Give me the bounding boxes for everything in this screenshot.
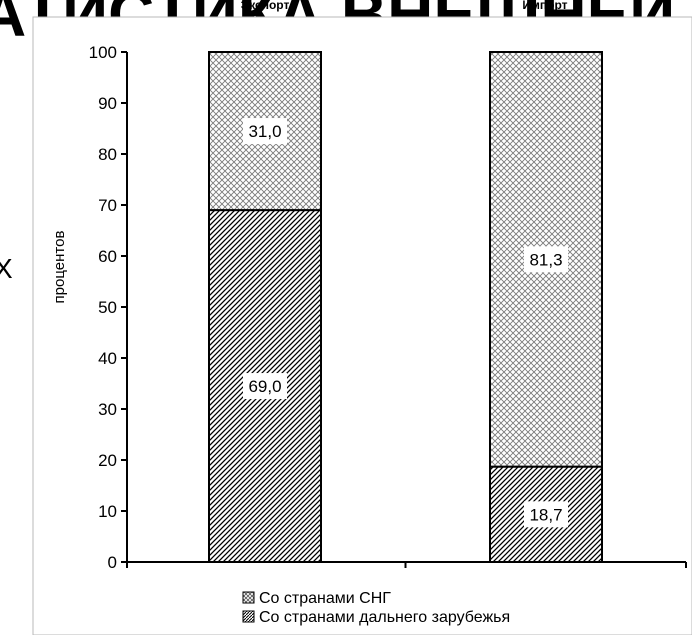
y-tick-label: 10 (98, 502, 117, 521)
legend-label-far-abroad: Со странами дальнего зарубежья (259, 609, 510, 626)
y-tick-label: 70 (98, 196, 117, 215)
data-label-box (243, 118, 287, 145)
y-axis-label: процентов (51, 231, 68, 304)
category-label-import: Импорт (522, 0, 567, 12)
y-tick-label: 90 (98, 94, 117, 113)
y-tick-label: 40 (98, 349, 117, 368)
legend-swatch-cis (242, 591, 255, 604)
data-label: 18,7 (529, 505, 562, 524)
data-label: 69,0 (248, 377, 281, 396)
legend-label-cis: Со странами СНГ (259, 590, 391, 607)
data-labels: 69,0 31,0 18,7 81,3 (243, 118, 568, 528)
legend-swatch-far-abroad (242, 610, 255, 623)
y-tick-label: 50 (98, 298, 117, 317)
left-edge-glyph: X (0, 253, 13, 284)
data-label: 81,3 (529, 250, 562, 269)
category-label-export: Экспорт (241, 0, 290, 12)
data-label-box (243, 373, 287, 400)
y-tick-label: 0 (108, 553, 117, 572)
legend: Со странами СНГ Со странами дальнего зар… (242, 590, 510, 626)
y-tick-label: 60 (98, 247, 117, 266)
data-label-box (524, 246, 568, 273)
y-tick-label: 100 (89, 43, 117, 62)
y-tick-label: 80 (98, 145, 117, 164)
data-label-box (524, 501, 568, 528)
y-tick-label: 20 (98, 451, 117, 470)
data-label: 31,0 (248, 122, 281, 141)
y-ticks: 0 10 20 30 40 50 60 70 80 90 100 (89, 43, 127, 572)
y-tick-label: 30 (98, 400, 117, 419)
